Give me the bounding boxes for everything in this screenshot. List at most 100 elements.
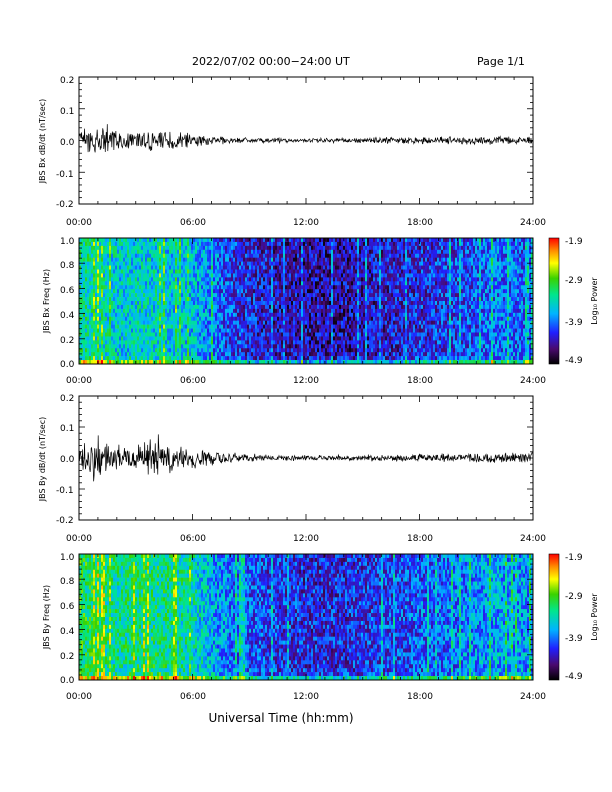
spectrogram-cell [165,285,168,290]
spectrogram-cell [327,257,330,262]
spectrogram-cell [229,304,232,310]
spectrogram-cell [159,261,162,266]
spectrogram-cell [251,348,254,353]
spectrogram-cell [273,261,276,266]
spectrogram-cell [231,281,234,286]
spectrogram-cell [181,348,184,353]
spectrogram-cell [199,352,202,357]
spectrogram-cell [307,265,310,270]
spectrogram-cell [359,241,362,247]
spectrogram-cell [323,261,326,266]
spectrogram-cell [157,281,160,286]
spectrogram-cell [165,356,168,361]
spectrogram-cell [169,257,172,262]
spectrogram-cell [93,332,96,337]
spectrogram-cell [355,356,358,361]
spectrogram-cell [337,293,340,298]
spectrogram-cell [285,332,288,337]
spectrogram-cell [177,238,180,243]
spectrogram-cell [199,336,202,341]
spectrogram-cell [375,328,378,333]
spectrogram-cell [219,257,222,262]
spectrogram-cell [171,336,174,341]
spectrogram-cell [321,316,324,321]
spectrogram-cell [283,344,286,349]
spectrogram-cell [189,352,192,357]
spectrogram-cell [275,281,278,286]
spectrogram-cell [223,289,226,294]
spectrogram-cell [89,257,92,262]
spectrogram-cell [149,316,152,321]
spectrogram-cell [359,277,362,282]
spectrogram-cell [287,308,290,314]
spectrogram-cell [259,301,262,306]
spectrogram-cell [355,344,358,349]
spectrogram-cell [87,352,90,357]
spectrogram-cell [211,253,214,258]
spectrogram-cell [351,348,354,353]
spectrogram-cell [189,281,192,286]
spectrogram-cell [311,324,314,329]
spectrogram-cell [125,340,128,345]
spectrogram-cell [127,332,130,337]
spectrogram-cell [249,304,252,310]
spectrogram-cell [103,304,106,310]
spectrogram-cell [103,245,106,251]
spectrogram-cell [317,265,320,270]
spectrogram-cell [145,241,148,247]
spectrogram-cell [345,352,348,357]
spectrogram-cell [379,316,382,321]
spectrogram-cell [171,277,174,282]
spectrogram-cell [133,312,136,318]
spectrogram-cell [255,304,258,310]
spectrogram-cell [377,265,380,270]
spectrogram-cell [147,312,150,318]
spectrogram-cell [113,332,116,337]
spectrogram-cell [229,241,232,247]
spectrogram-cell [173,320,176,325]
spectrogram-cell [343,344,346,349]
spectrogram-cell [211,336,214,341]
spectrogram-cell [293,308,296,314]
spectrogram-cell [325,316,328,321]
spectrogram-cell [107,301,110,306]
spectrogram-cell [143,360,146,365]
spectrogram-cell [327,281,330,286]
spectrogram-cell [297,324,300,329]
spectrogram-cell [243,269,246,274]
spectrogram-cell [153,265,156,270]
spectrogram-cell [239,238,242,243]
spectrogram-cell [105,257,108,262]
spectrogram-cell [177,328,180,333]
spectrogram-cell [155,320,158,325]
spectrogram-cell [155,289,158,294]
spectrogram-cell [351,308,354,314]
spectrogram-cell [221,273,224,278]
spectrogram-cell [85,253,88,258]
spectrogram-cell [165,238,168,243]
spectrogram-cell [111,332,114,337]
spectrogram-cell [377,297,380,302]
spectrogram-cell [255,273,258,278]
spectrogram-cell [87,281,90,286]
spectrogram-cell [97,297,100,302]
spectrogram-cell [313,285,316,290]
spectrogram-cell [261,304,264,310]
spectrogram-cell [193,332,196,337]
spectrogram-cell [317,281,320,286]
spectrogram-cell [237,348,240,353]
spectrogram-cell [115,352,118,357]
spectrogram-cell [289,324,292,329]
spectrogram-cell [131,301,134,306]
spectrogram-cell [149,241,152,247]
spectrogram-cell [143,312,146,318]
spectrogram-cell [227,277,230,282]
spectrogram-cell [319,301,322,306]
spectrogram-cell [117,245,120,251]
spectrogram-cell [185,293,188,298]
spectrogram-cell [157,293,160,298]
spectrogram-cell [261,301,264,306]
spectrogram-cell [85,332,88,337]
spectrogram-cell [307,324,310,329]
spectrogram-cell [333,261,336,266]
